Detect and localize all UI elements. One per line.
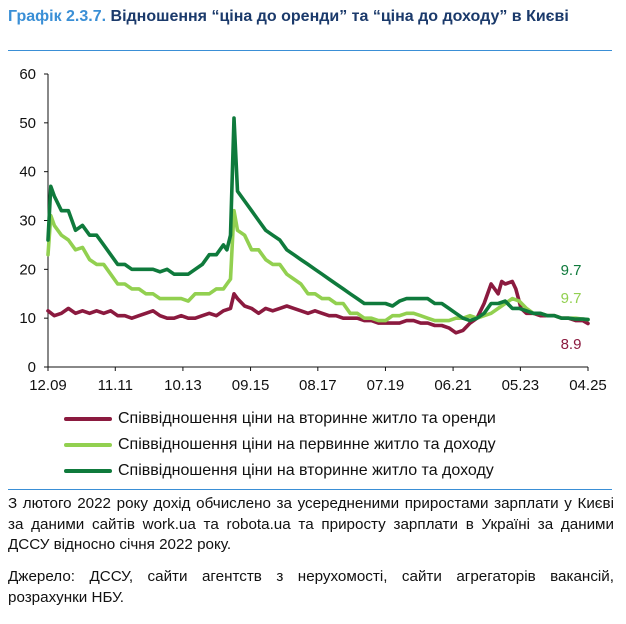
- legend-item-secondary-rent: Співвідношення ціни на вторинне житло та…: [64, 406, 496, 432]
- end-value-label-1: 9.7: [561, 290, 582, 307]
- chart-source: Джерело: ДССУ, сайти агентств з нерухомо…: [8, 568, 614, 606]
- legend: Співвідношення ціни на вторинне житло та…: [64, 406, 496, 484]
- y-tick-label: 0: [28, 359, 36, 376]
- end-value-label-2: 9.7: [561, 262, 582, 279]
- chart-number: Графік 2.3.7.: [8, 8, 107, 25]
- chart-note: З лютого 2022 року дохід обчислено за ус…: [8, 495, 614, 553]
- legend-swatch-primary-income: [64, 443, 112, 447]
- y-tick-label: 60: [19, 66, 36, 83]
- series-line-1: [46, 208, 590, 323]
- legend-label-primary-income: Співвідношення ціни на первинне житло та…: [118, 436, 496, 453]
- x-tick-label: 04.25: [569, 377, 607, 394]
- series-line-2: [46, 116, 590, 323]
- legend-swatch-secondary-income: [64, 469, 112, 473]
- x-tick-label: 05.23: [502, 377, 540, 394]
- x-tick-label: 06.21: [434, 377, 472, 394]
- legend-label-secondary-rent: Співвідношення ціни на вторинне житло та…: [118, 410, 496, 427]
- legend-item-primary-income: Співвідношення ціни на первинне житло та…: [64, 432, 496, 458]
- series-line-0: [46, 279, 590, 335]
- y-tick-label: 40: [19, 164, 36, 181]
- x-tick-label: 12.09: [29, 377, 67, 394]
- x-tick-label: 09.15: [232, 377, 270, 394]
- x-tick-label: 08.17: [299, 377, 337, 394]
- note-divider: [8, 489, 612, 490]
- y-tick-label: 50: [19, 115, 36, 132]
- legend-item-secondary-income: Співвідношення ціни на вторинне житло та…: [64, 458, 496, 484]
- y-tick-label: 30: [19, 213, 36, 230]
- legend-swatch-secondary-rent: [64, 417, 112, 421]
- chart-title-text: Відношення “ціна до оренди” та “ціна до …: [110, 8, 569, 25]
- y-tick-label: 10: [19, 310, 36, 327]
- y-tick-label: 20: [19, 261, 36, 278]
- x-tick-label: 07.19: [367, 377, 405, 394]
- x-tick-label: 10.13: [164, 377, 202, 394]
- legend-label-secondary-income: Співвідношення ціни на вторинне житло та…: [118, 462, 494, 479]
- line-chart: 0 10 20 30 40 50 60 12.09 11.11 10.13 09.15 08.17 07…: [19, 66, 607, 394]
- title-divider: [8, 50, 612, 51]
- end-value-label-0: 8.9: [561, 336, 582, 353]
- chart-title: Графік 2.3.7. Відношення “ціна до оренди…: [8, 6, 614, 27]
- x-tick-label: 11.11: [98, 377, 133, 394]
